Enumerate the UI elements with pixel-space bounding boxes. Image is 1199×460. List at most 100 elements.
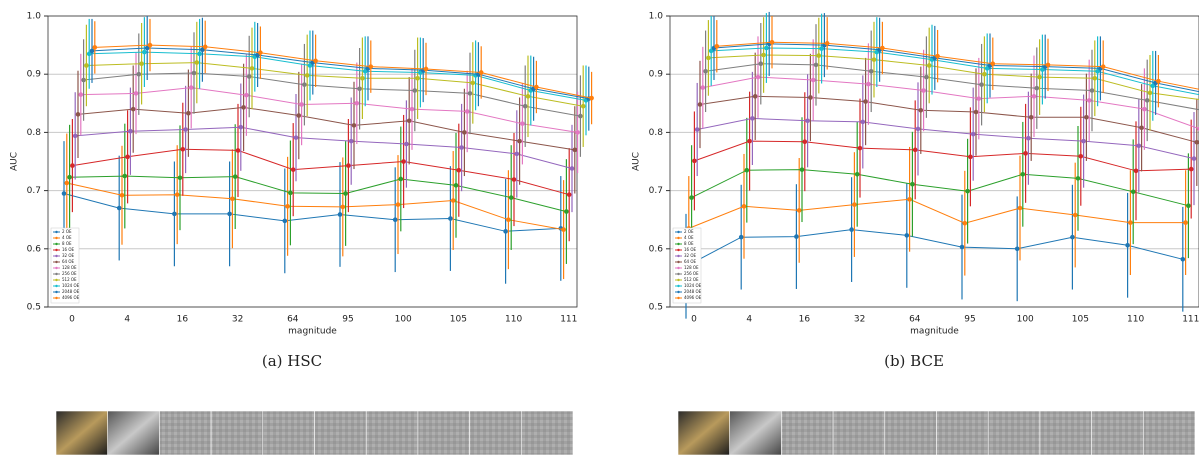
- point: [561, 227, 566, 232]
- point: [824, 41, 830, 46]
- legend-label: 64 OE: [62, 259, 75, 264]
- legend-box: [50, 227, 80, 304]
- point: [694, 127, 700, 132]
- legend-dot: [677, 260, 680, 264]
- point: [580, 103, 586, 109]
- point: [700, 85, 706, 90]
- point: [1037, 74, 1042, 80]
- point: [285, 204, 290, 209]
- strip-image: [417, 410, 470, 456]
- point: [805, 118, 810, 124]
- x-tick-label: 16: [799, 315, 811, 325]
- y-tick-label: 0.6: [649, 244, 664, 254]
- series-line: [72, 148, 570, 196]
- point: [307, 63, 313, 68]
- point: [852, 202, 857, 207]
- point: [918, 107, 924, 113]
- legend-label: 4096 OE: [684, 295, 702, 300]
- point: [863, 99, 868, 104]
- x-tick-label: 110: [1127, 315, 1144, 325]
- point: [794, 234, 799, 239]
- point: [357, 86, 362, 92]
- point: [360, 75, 365, 81]
- strip-image: [210, 410, 264, 456]
- point: [470, 80, 476, 86]
- x-tick-label: 100: [1017, 315, 1034, 325]
- x-tick-label: 95: [342, 315, 353, 325]
- point: [921, 88, 926, 93]
- point: [282, 218, 288, 224]
- point: [241, 105, 246, 110]
- series-line: [69, 175, 567, 213]
- point: [871, 57, 877, 62]
- point: [689, 195, 694, 200]
- point: [1150, 83, 1156, 89]
- y-tick-label: 0.9: [649, 70, 664, 80]
- point: [456, 167, 462, 173]
- point: [508, 195, 514, 200]
- series-line: [75, 126, 573, 169]
- point: [304, 73, 310, 78]
- series-line: [80, 87, 578, 133]
- point: [1072, 212, 1078, 218]
- series-line: [694, 140, 1192, 172]
- x-tick-label: 32: [854, 315, 865, 325]
- strip-image: [1039, 410, 1092, 456]
- legend-box: [672, 227, 702, 304]
- legend-dot: [55, 230, 58, 234]
- x-tick-label: 64: [287, 315, 299, 325]
- point: [174, 192, 180, 197]
- point: [180, 146, 186, 152]
- point: [172, 211, 177, 217]
- point: [288, 190, 293, 196]
- point: [72, 133, 78, 139]
- point: [1070, 234, 1075, 240]
- point: [64, 180, 70, 186]
- point: [258, 50, 263, 55]
- point: [1180, 256, 1186, 262]
- point: [514, 151, 520, 157]
- caption: (a) HSC: [262, 352, 322, 370]
- y-tick-label: 0.7: [27, 186, 41, 196]
- point: [866, 81, 871, 87]
- point: [926, 63, 932, 68]
- caption: (b) BCE: [884, 352, 944, 370]
- point: [249, 66, 255, 71]
- chart: 0.5 0.6 0.7 0.8 0.9 1.0 0 4 16 32 64 95 100 105 110 111…: [632, 12, 1199, 456]
- legend-label: 32 OE: [684, 253, 697, 258]
- series-line: [66, 182, 564, 231]
- y-tick-label: 0.7: [649, 186, 663, 196]
- legend-label: 128 OE: [62, 265, 77, 270]
- series-line: [702, 76, 1199, 130]
- strip-image: [677, 410, 731, 456]
- strip-image: [987, 410, 1041, 456]
- point: [854, 172, 860, 177]
- point: [1095, 68, 1100, 74]
- series-line: [77, 106, 575, 151]
- point: [816, 53, 822, 58]
- point: [910, 181, 915, 187]
- point: [462, 130, 467, 135]
- point: [343, 191, 348, 196]
- series-line: [713, 43, 1199, 93]
- point: [302, 82, 307, 87]
- point: [984, 66, 990, 71]
- legend-dot: [55, 296, 58, 300]
- point: [575, 130, 580, 135]
- point: [1139, 125, 1144, 131]
- point: [1014, 246, 1020, 252]
- legend-dot: [677, 236, 680, 240]
- point: [965, 188, 970, 194]
- legend-label: 2048 OE: [684, 289, 702, 294]
- point: [122, 173, 128, 179]
- legend-dot: [55, 260, 58, 264]
- x-tick-label: 32: [232, 315, 243, 325]
- legend-dot: [677, 284, 680, 288]
- x-tick-label: 95: [964, 315, 975, 325]
- point: [692, 158, 697, 164]
- point: [299, 102, 304, 107]
- series-line: [685, 229, 1183, 267]
- point: [755, 74, 761, 80]
- point: [708, 48, 714, 54]
- x-tick-label: 4: [124, 315, 130, 325]
